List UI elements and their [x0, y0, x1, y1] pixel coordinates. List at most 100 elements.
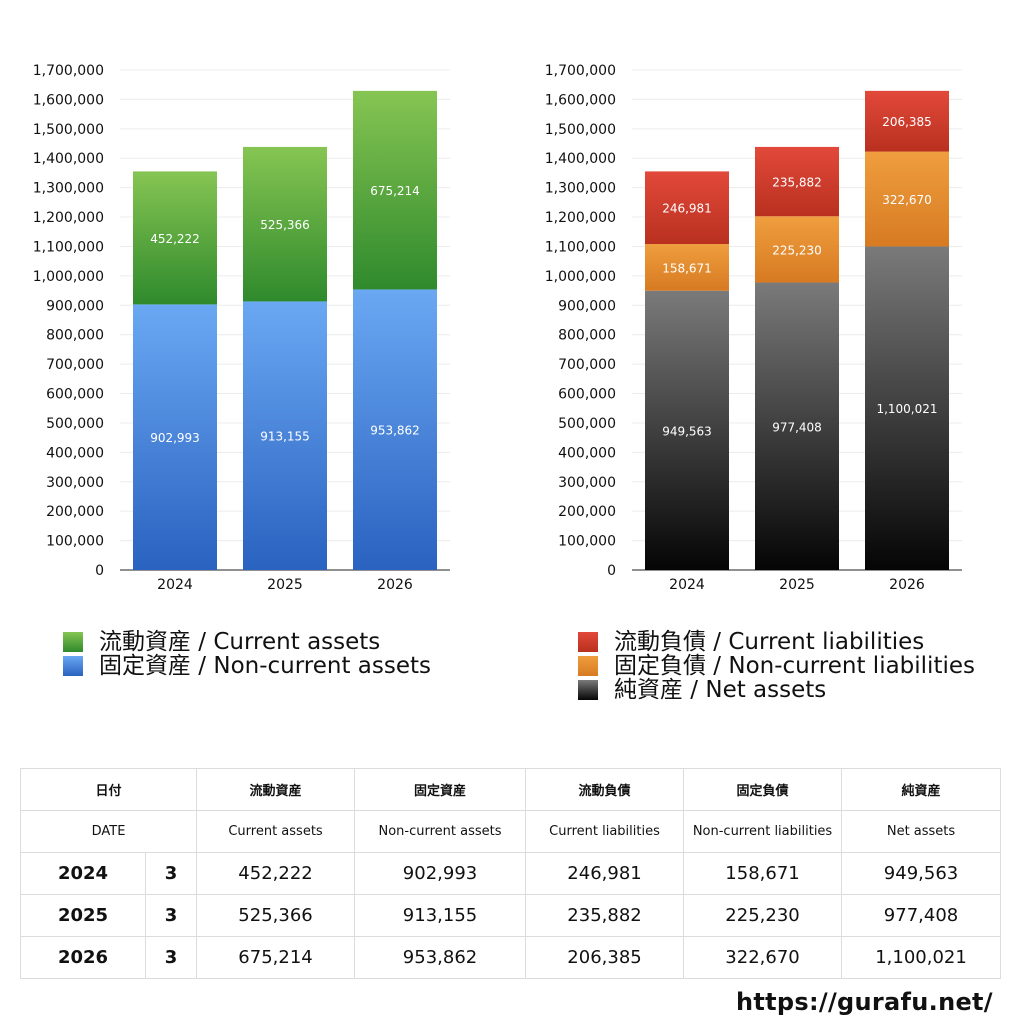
table-cell: 235,882: [525, 894, 685, 937]
assets-chart-x-tick-label: 2025: [267, 577, 303, 593]
liabilities-chart-y-tick-label: 900,000: [558, 298, 616, 314]
table-cell-count: 3: [144, 852, 198, 895]
legend-swatch-current-assets: [63, 632, 83, 652]
liabilities-chart-bar-current-liabilities-2024: [645, 171, 729, 245]
liabilities-chart-bar-current-liabilities-2025: [755, 146, 839, 217]
legend-item-current-liabilities: 流動負債 / Current liabilities: [578, 630, 975, 654]
liabilities-chart-data-label-current-liabilities-2025: 235,882: [772, 176, 822, 190]
table-cell: 525,366: [196, 894, 356, 937]
table-cell: 206,385: [525, 936, 685, 979]
table-cell: 452,222: [196, 852, 356, 895]
assets-chart-y-tick-label: 700,000: [46, 357, 104, 373]
table-cell-year: 2024: [20, 852, 146, 895]
liabilities-chart-y-tick-label: 100,000: [558, 534, 616, 550]
legend-label-net-assets: 純資産 / Net assets: [614, 677, 827, 703]
liabilities-chart-y-tick-label: 1,400,000: [545, 151, 616, 167]
liabilities-chart-y-tick-label: 600,000: [558, 387, 616, 403]
liabilities-chart-data-label-non-current-liabilities-2026: 322,670: [882, 193, 932, 207]
legend-swatch-current-liabilities: [578, 632, 598, 652]
liabilities-chart-x-tick-label: 2026: [889, 577, 925, 593]
liabilities-chart-y-tick-label: 1,600,000: [545, 92, 616, 108]
liabilities-chart-y-tick-label: 1,100,000: [545, 239, 616, 255]
assets-chart-data-label-non-current-assets-2024: 902,993: [150, 431, 200, 445]
liabilities-chart-bar-non-current-liabilities-2024: [645, 244, 729, 291]
liabilities-chart-x-tick-label: 2024: [669, 577, 705, 593]
liabilities-chart-y-tick-label: 800,000: [558, 328, 616, 344]
table-header-date-jp: 日付: [19, 768, 198, 811]
table-cell: 1,100,021: [841, 936, 1002, 979]
table-row: 2026 3 675,214 953,862 206,385 322,670 1…: [20, 936, 1002, 979]
table-header-current-assets-jp: 流動資産: [196, 768, 356, 811]
legend-item-current-assets: 流動資産 / Current assets: [63, 630, 431, 654]
table-header-date-en: DATE: [19, 810, 198, 853]
liabilities-chart-data-label-non-current-liabilities-2025: 225,230: [772, 243, 822, 257]
legend-item-net-assets: 純資産 / Net assets: [578, 678, 975, 702]
table-header-net-assets-en: Net assets: [841, 810, 1002, 853]
liabilities-chart-bar-net-assets-2025: [755, 282, 839, 570]
assets-chart-y-tick-label: 1,500,000: [33, 122, 104, 138]
liabilities-chart-svg: 0 100,000 200,000 300,000 400,000 500,000 600,…: [545, 63, 962, 593]
assets-chart-svg: 0 100,000 200,000 300,000 400,000 500,000 600,…: [33, 63, 450, 593]
liabilities-chart-y-tick-label: 1,000,000: [545, 269, 616, 285]
assets-chart-bar-current-assets-2024: [133, 171, 217, 305]
legend-swatch-non-current-assets: [63, 656, 83, 676]
legend-label-non-current-assets: 固定資産 / Non-current assets: [99, 653, 432, 679]
assets-chart-y-tick-label: 200,000: [46, 504, 104, 520]
liabilities-chart-y-tick-label: 1,500,000: [545, 122, 616, 138]
assets-chart-x-tick-label: 2026: [377, 577, 413, 593]
legend-swatch-non-current-liabilities: [578, 656, 598, 676]
assets-chart-y-tick-label: 600,000: [46, 387, 104, 403]
liabilities-chart-y-tick-label: 300,000: [558, 475, 616, 491]
assets-chart-y-tick-label: 1,400,000: [33, 151, 104, 167]
liabilities-chart-data-label-current-liabilities-2024: 246,981: [662, 202, 712, 216]
liabilities-chart-bar-non-current-liabilities-2026: [865, 151, 949, 247]
legend-label-current-assets: 流動資産 / Current assets: [99, 629, 381, 655]
table-row: 2024 3 452,222 902,993 246,981 158,671 9…: [20, 852, 1002, 895]
table-cell-year: 2026: [20, 936, 146, 979]
liabilities-chart-data-label-net-assets-2025: 977,408: [772, 420, 822, 434]
liabilities-chart: 0 100,000 200,000 300,000 400,000 500,000 600,…: [512, 0, 1024, 610]
liabilities-chart-bar-net-assets-2026: [865, 246, 949, 570]
assets-chart-y-tick-label: 1,700,000: [33, 63, 104, 79]
assets-chart-y-tick-label: 1,000,000: [33, 269, 104, 285]
table-cell-count: 3: [144, 894, 198, 937]
liabilities-chart-bar-non-current-liabilities-2025: [755, 216, 839, 283]
liabilities-chart-bar-net-assets-2024: [645, 290, 729, 570]
legend-swatch-net-assets: [578, 680, 598, 700]
assets-chart-bar-non-current-assets-2026: [353, 289, 437, 570]
table-cell: 953,862: [354, 936, 527, 979]
assets-chart-bar-non-current-assets-2024: [133, 304, 217, 570]
table-header-row-jp: 日付 流動資産 固定資産 流動負債 固定負債 純資産: [19, 768, 1002, 811]
assets-chart-y-tick-label: 0: [95, 563, 104, 579]
liabilities-chart-data-label-net-assets-2024: 949,563: [662, 424, 712, 438]
liabilities-chart-y-tick-label: 1,300,000: [545, 181, 616, 197]
table-header-current-assets-en: Current assets: [196, 810, 356, 853]
table-cell: 322,670: [683, 936, 843, 979]
assets-chart-y-tick-label: 1,200,000: [33, 210, 104, 226]
assets-chart-y-tick-label: 1,300,000: [33, 181, 104, 197]
legend-item-non-current-assets: 固定資産 / Non-current assets: [63, 654, 431, 678]
assets-chart-data-label-current-assets-2024: 452,222: [150, 232, 200, 246]
assets-chart-data-label-non-current-assets-2026: 953,862: [370, 424, 420, 438]
table-header-non-current-liabilities-en: Non-current liabilities: [683, 810, 843, 853]
assets-chart-data-label-non-current-assets-2025: 913,155: [260, 430, 310, 444]
liabilities-chart-y-tick-label: 200,000: [558, 504, 616, 520]
table-header-non-current-assets-jp: 固定資産: [354, 768, 527, 811]
liabilities-chart-y-tick-label: 0: [607, 563, 616, 579]
site-url[interactable]: https://gurafu.net/: [736, 988, 993, 1016]
liabilities-chart-y-tick-label: 1,200,000: [545, 210, 616, 226]
assets-chart-y-tick-label: 900,000: [46, 298, 104, 314]
liabilities-chart-x-tick-label: 2025: [779, 577, 815, 593]
assets-chart-data-label-current-assets-2026: 675,214: [370, 184, 420, 198]
table-cell: 675,214: [196, 936, 356, 979]
assets-chart-y-tick-label: 1,100,000: [33, 239, 104, 255]
assets-chart-x-tick-label: 2024: [157, 577, 193, 593]
table-header-non-current-assets-en: Non-current assets: [354, 810, 527, 853]
liabilities-chart-data-label-non-current-liabilities-2024: 158,671: [662, 261, 712, 275]
table-cell: 902,993: [354, 852, 527, 895]
assets-chart-bar-non-current-assets-2025: [243, 301, 327, 570]
table-header-row-en: DATE Current assets Non-current assets C…: [19, 810, 1002, 853]
assets-chart-bar-current-assets-2025: [243, 146, 327, 302]
table-header-current-liabilities-jp: 流動負債: [525, 768, 685, 811]
table-cell: 913,155: [354, 894, 527, 937]
